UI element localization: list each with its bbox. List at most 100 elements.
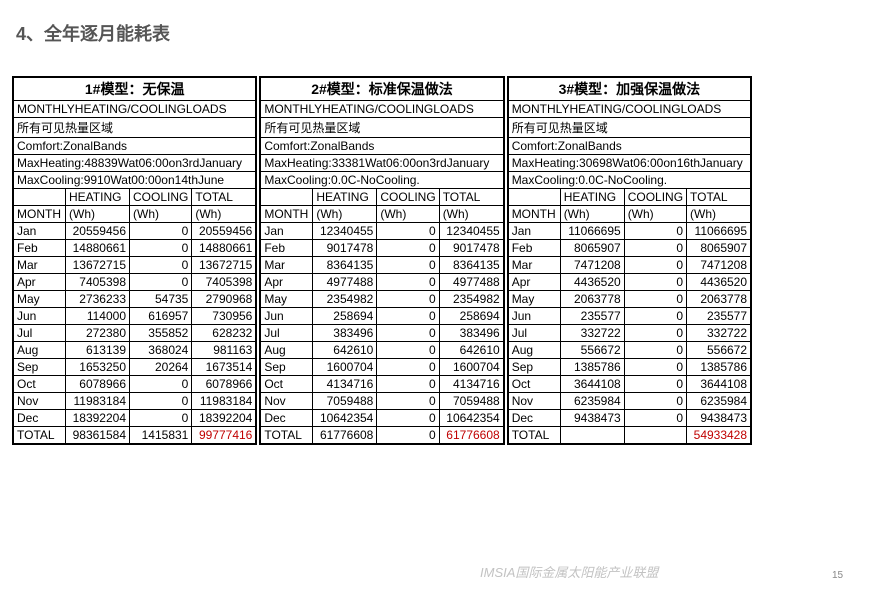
table-row: Mar747120807471208 [508,257,750,274]
heating-cell: 2736233 [66,291,130,308]
table-row: Jan11066695011066695 [508,223,750,240]
heating-cell: 18392204 [66,410,130,427]
total-cooling: 1415831 [130,427,192,444]
col-subheader: (Wh) [624,206,686,223]
total-cell: 4436520 [687,274,751,291]
model-table: 1#模型：无保温MONTHLYHEATING/COOLINGLOADS所有可见热… [13,77,256,444]
cooling-cell: 0 [624,291,686,308]
table-row: Sep138578601385786 [508,359,750,376]
comfort-label: Comfort:ZonalBands [508,138,750,155]
total-cell: 628232 [192,325,256,342]
total-cell: 13672715 [192,257,256,274]
table-row: Jul272380355852628232 [14,325,256,342]
heating-cell: 1653250 [66,359,130,376]
heating-cell: 9017478 [313,240,377,257]
month-cell: May [508,291,560,308]
model-table: 2#模型：标准保温做法MONTHLYHEATING/COOLINGLOADS所有… [260,77,503,444]
model-table: 3#模型：加强保温做法MONTHLYHEATING/COOLINGLOADS所有… [508,77,751,444]
heating-cell: 6235984 [560,393,624,410]
table-row: Oct607896606078966 [14,376,256,393]
heating-cell: 7405398 [66,274,130,291]
total-cell: 8065907 [687,240,751,257]
cooling-cell: 0 [130,410,192,427]
max-cooling: MaxCooling:0.0C-NoCooling. [261,172,503,189]
heating-cell: 1600704 [313,359,377,376]
table-row: Dec18392204018392204 [14,410,256,427]
month-cell: Feb [14,240,66,257]
month-cell: Oct [14,376,66,393]
col-subheader: (Wh) [313,206,377,223]
cooling-cell: 0 [377,410,439,427]
loads-label: MONTHLYHEATING/COOLINGLOADS [261,101,503,118]
total-grand: 99777416 [192,427,256,444]
col-header: COOLING [130,189,192,206]
cooling-cell: 0 [624,376,686,393]
table-row: Jun114000616957730956 [14,308,256,325]
month-cell: Jun [14,308,66,325]
col-subheader: MONTH [508,206,560,223]
col-subheader: (Wh) [439,206,503,223]
month-cell: Dec [508,410,560,427]
heating-cell: 9438473 [560,410,624,427]
total-heating: 61776608 [313,427,377,444]
model-title: 2#模型：标准保温做法 [261,78,503,101]
table-row: Jun2586940258694 [261,308,503,325]
total-cell: 11066695 [687,223,751,240]
totals-row: TOTAL54933428 [508,427,750,444]
cooling-cell: 616957 [130,308,192,325]
table-row: Aug613139368024981163 [14,342,256,359]
col-subheader: (Wh) [560,206,624,223]
month-cell: Nov [508,393,560,410]
heating-cell: 13672715 [66,257,130,274]
table-row: Mar836413508364135 [261,257,503,274]
total-cell: 7471208 [687,257,751,274]
total-cell: 258694 [439,308,503,325]
month-cell: Feb [261,240,313,257]
col-header: TOTAL [192,189,256,206]
total-cell: 1600704 [439,359,503,376]
col-header: HEATING [313,189,377,206]
month-cell: Mar [508,257,560,274]
table-row: Dec10642354010642354 [261,410,503,427]
table-row: Apr443652004436520 [508,274,750,291]
heating-cell: 383496 [313,325,377,342]
heating-cell: 556672 [560,342,624,359]
model-panel-1: 1#模型：无保温MONTHLYHEATING/COOLINGLOADS所有可见热… [12,76,257,445]
cooling-cell: 0 [130,274,192,291]
heating-cell: 4977488 [313,274,377,291]
cooling-cell: 0 [624,223,686,240]
total-cell: 642610 [439,342,503,359]
cooling-cell: 368024 [130,342,192,359]
heating-cell: 4134716 [313,376,377,393]
col-header: COOLING [377,189,439,206]
total-cell: 981163 [192,342,256,359]
max-cooling: MaxCooling:9910Wat00:00on14thJune [14,172,256,189]
table-row: Apr740539807405398 [14,274,256,291]
total-cell: 730956 [192,308,256,325]
comfort-label: Comfort:ZonalBands [261,138,503,155]
total-cell: 2790968 [192,291,256,308]
cooling-cell: 0 [377,359,439,376]
col-subheader: (Wh) [192,206,256,223]
cooling-cell: 0 [624,257,686,274]
max-heating: MaxHeating:30698Wat06:00on16thJanuary [508,155,750,172]
cooling-cell: 0 [377,291,439,308]
total-cell: 9017478 [439,240,503,257]
cooling-cell: 0 [130,376,192,393]
model-title: 3#模型：加强保温做法 [508,78,750,101]
heating-cell: 10642354 [313,410,377,427]
month-cell: Mar [261,257,313,274]
cooling-cell: 0 [130,223,192,240]
month-cell: Feb [508,240,560,257]
month-cell: Jan [508,223,560,240]
cooling-cell: 0 [377,325,439,342]
table-row: Mar13672715013672715 [14,257,256,274]
total-label: TOTAL [508,427,560,444]
month-cell: Apr [261,274,313,291]
total-cooling [624,427,686,444]
month-cell: Aug [14,342,66,359]
month-cell: Apr [508,274,560,291]
heating-cell: 12340455 [313,223,377,240]
cooling-cell: 0 [624,393,686,410]
col-header: TOTAL [687,189,751,206]
